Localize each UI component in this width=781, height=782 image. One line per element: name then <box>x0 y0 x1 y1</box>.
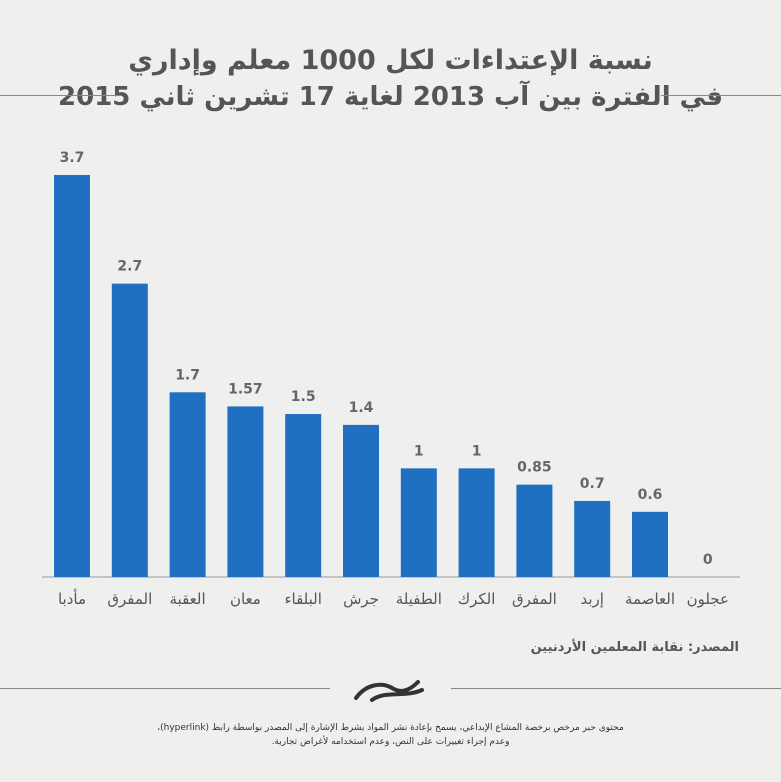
category-label-10: العاصمة <box>625 590 675 608</box>
chart-title-line-2: في الفترة بين آب 2013 لغاية 17 تشرين ثان… <box>58 82 723 112</box>
footer-rule-left <box>0 688 330 689</box>
bar-3 <box>227 406 264 577</box>
bar-chart: 3.7 مأدبا 2.7 المفرق 1.7 العقبة 1.57 معان 1.5 الب… <box>42 150 740 608</box>
value-label-3: 1.57 <box>228 381 263 397</box>
category-label-11: عجلون <box>687 590 729 608</box>
category-label-5: جرش <box>343 590 379 608</box>
value-label-8: 0.85 <box>517 460 552 476</box>
bar-1 <box>111 283 148 577</box>
title-rule-left <box>0 95 120 96</box>
category-label-1: المفرق <box>107 590 152 608</box>
category-label-9: إربد <box>580 590 603 608</box>
footer-rule-right <box>451 688 781 689</box>
chart-title-line-1: نسبة الإعتداءات لكل 1000 معلم وإداري <box>128 45 653 76</box>
bar-7 <box>458 468 495 577</box>
bar-6 <box>400 468 437 577</box>
category-label-7: الكرك <box>458 590 496 608</box>
bar-8 <box>516 484 553 577</box>
license-text-line-1: محتوى حبر مرخص برخصة المشاع الإبداعي، يس… <box>157 723 624 733</box>
bar-0 <box>54 175 90 577</box>
value-label-11: 0 <box>703 552 713 568</box>
value-label-4: 1.5 <box>291 389 316 405</box>
category-label-3: معان <box>230 590 261 608</box>
category-label-2: العقبة <box>170 590 206 608</box>
category-label-8: المفرق <box>512 590 557 608</box>
category-label-4: البلقاء <box>284 590 321 608</box>
bar-2 <box>169 392 206 577</box>
category-label-6: الطفيلة <box>396 590 442 608</box>
title-rule-right <box>661 95 781 96</box>
category-label-0: مأدبا <box>58 588 86 608</box>
value-label-7: 1 <box>472 443 482 459</box>
bar-5 <box>343 424 379 577</box>
hibr-logo-icon <box>354 680 424 702</box>
value-label-6: 1 <box>414 443 424 459</box>
value-label-5: 1.4 <box>349 400 374 416</box>
license-text-line-2: وعدم إجراء تغييرات على النص، وعدم استخدا… <box>271 737 510 747</box>
source-note: المصدر: نقابة المعلمين الأردنيين <box>530 640 739 655</box>
value-label-0: 3.7 <box>60 150 85 166</box>
bar-10 <box>632 511 668 577</box>
bar-9 <box>574 500 611 577</box>
value-label-1: 2.7 <box>117 259 142 275</box>
value-label-2: 1.7 <box>175 367 200 383</box>
value-label-10: 0.6 <box>638 487 663 503</box>
value-label-9: 0.7 <box>580 476 605 492</box>
bar-4 <box>285 414 322 577</box>
